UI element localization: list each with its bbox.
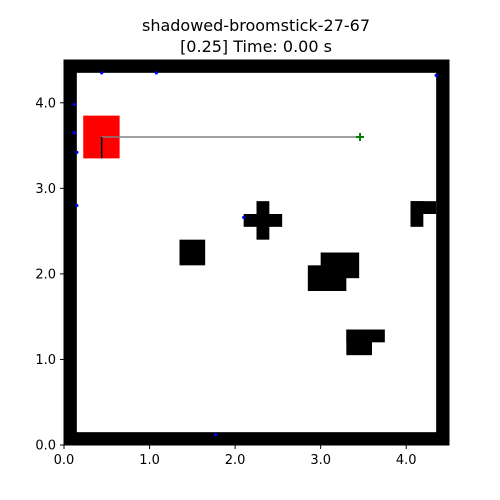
y-tick-label-1: 1.0 (35, 353, 56, 368)
obstacle-8 (410, 201, 437, 214)
figure-title-line1: shadowed-broomstick-27-67 (142, 16, 370, 35)
sensor-point-6 (75, 203, 79, 208)
obstacle-4 (307, 265, 347, 291)
x-tick-label-3: 3.0 (310, 453, 331, 468)
x-tick-label-2: 2.0 (225, 453, 246, 468)
y-tick-label-4: 4.0 (35, 96, 56, 111)
plot-area (63, 59, 450, 446)
obstacle-0 (179, 239, 206, 266)
axes-frame (63, 59, 450, 446)
x-tick-label-4: 4.0 (396, 453, 417, 468)
sensor-point-8 (213, 433, 218, 437)
sensor-point-3 (72, 102, 76, 107)
wall-1 (64, 60, 449, 73)
figure-title-line2: [0.25] Time: 0.00 s (180, 37, 332, 56)
sensor-point-0 (100, 71, 104, 75)
wall-3 (436, 60, 449, 445)
sensor-point-7 (242, 215, 246, 220)
y-tick-label-2: 2.0 (35, 267, 56, 282)
wall-0 (64, 432, 449, 445)
y-axis: 0.0 1.0 2.0 3.0 4.0 (35, 96, 64, 454)
sensor-point-2 (434, 73, 438, 77)
x-tick-label-0: 0.0 (54, 453, 75, 468)
planned-path (100, 136, 361, 159)
sensor-point-1 (154, 71, 158, 75)
x-axis: 0.0 1.0 2.0 3.0 4.0 (54, 445, 417, 468)
wall-2 (64, 60, 77, 445)
sensor-point-5 (75, 150, 79, 154)
x-tick-label-1: 1.0 (139, 453, 160, 468)
sensor-point-4 (72, 131, 76, 135)
y-tick-label-0: 0.0 (35, 439, 56, 454)
obstacle-2 (243, 214, 283, 227)
obstacle-6 (346, 329, 385, 343)
y-tick-label-3: 3.0 (35, 182, 56, 197)
